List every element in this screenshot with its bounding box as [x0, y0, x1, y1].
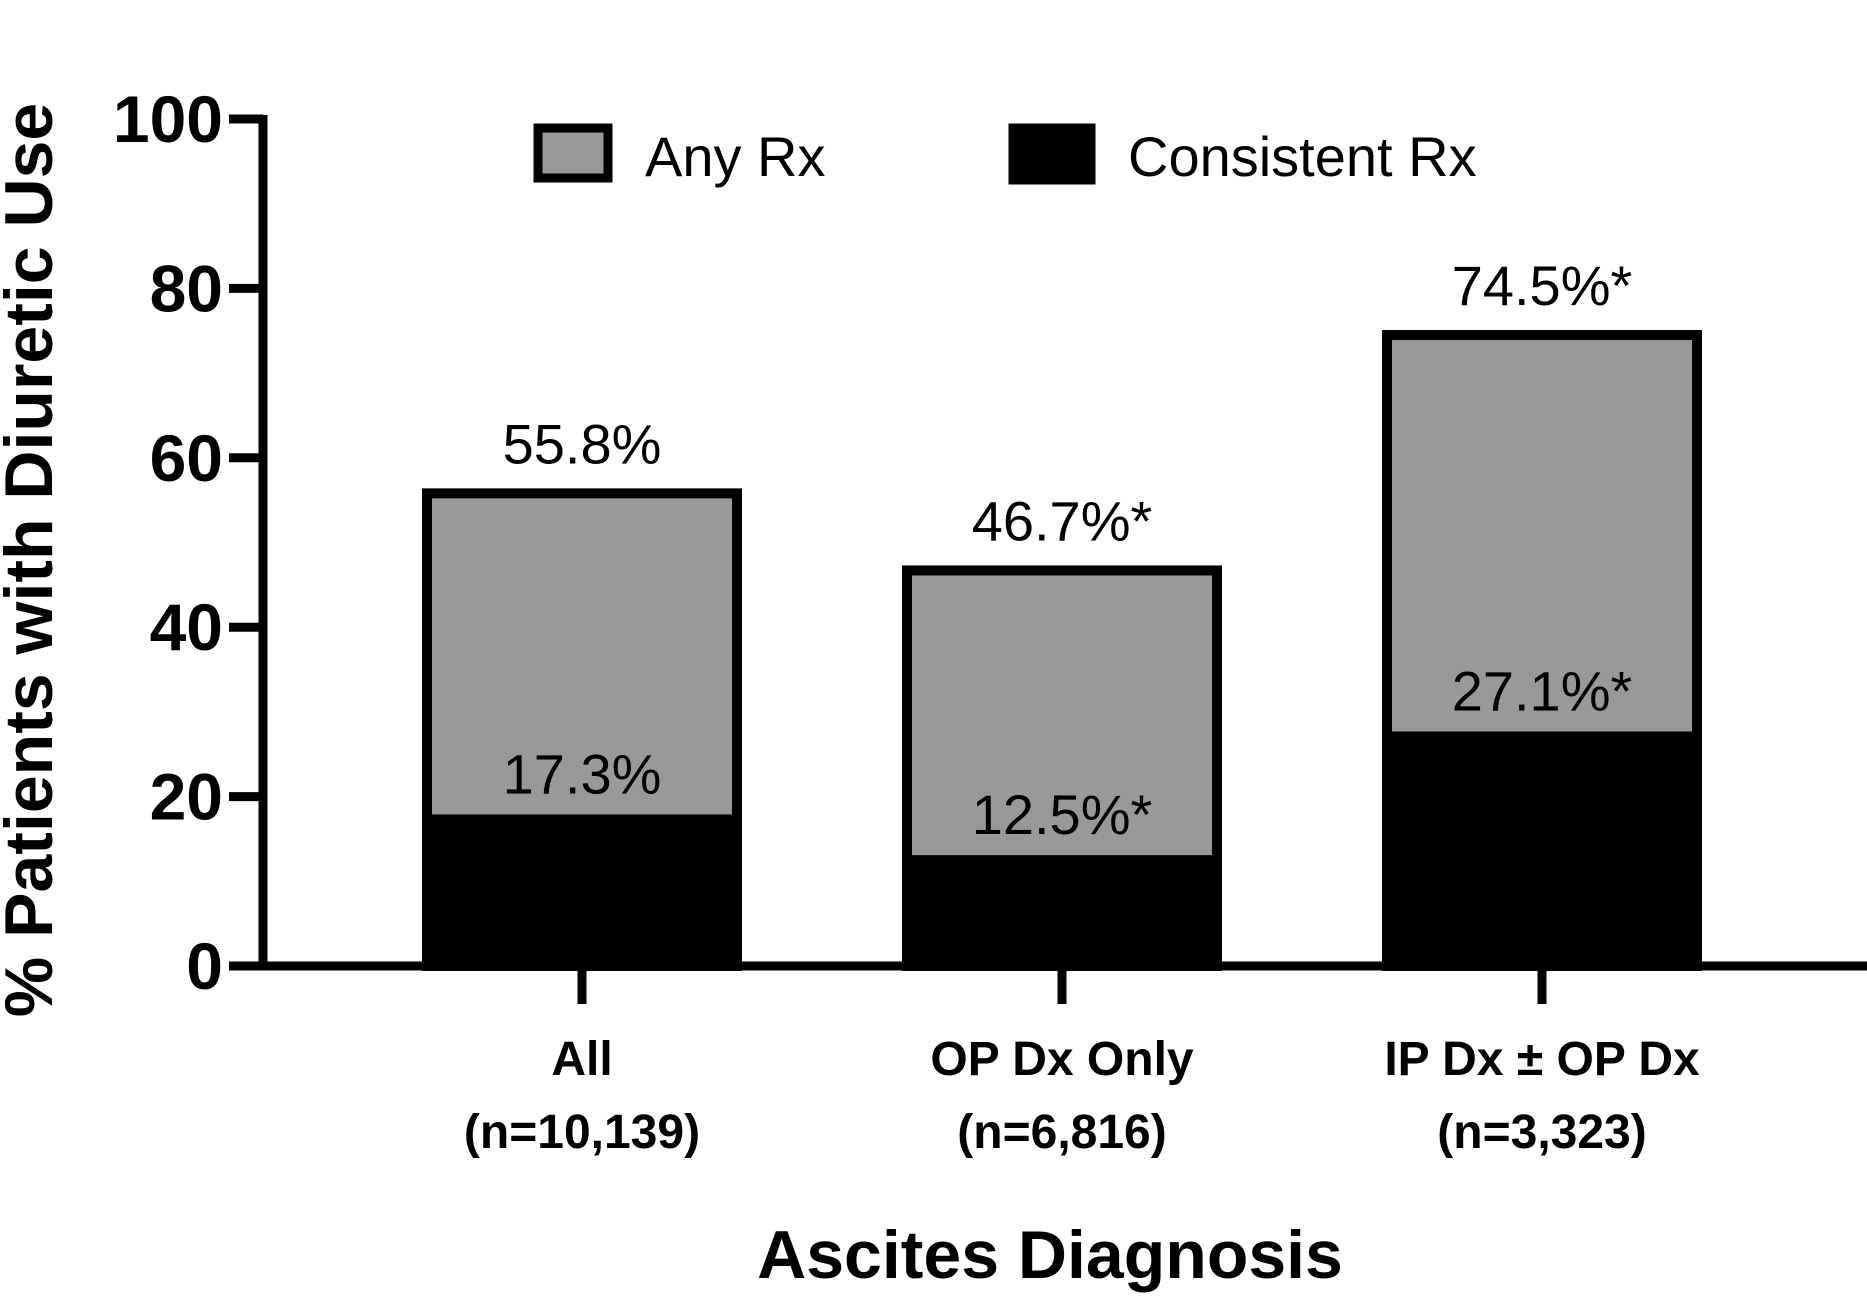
bar-consistent-rx: [1382, 731, 1702, 972]
category-label: OP Dx Only: [930, 1033, 1194, 1086]
category-label: IP Dx ± OP Dx: [1384, 1033, 1700, 1086]
data-label-any-rx: 55.8%: [503, 412, 662, 475]
legend-item-consistent-rx-swatch: [1008, 123, 1096, 185]
bar-consistent-rx: [902, 855, 1222, 971]
legend-item-any-rx-swatch: [533, 123, 613, 183]
x-axis-title: Ascites Diagnosis: [757, 1217, 1343, 1293]
data-label-consistent-rx: 17.3%: [503, 742, 662, 805]
y-tick-label: 100: [113, 82, 223, 156]
legend-item-consistent-rx-label: Consistent Rx: [1128, 125, 1477, 188]
y-tick-label: 40: [150, 590, 223, 664]
y-ticks-group: 0 20 40 60 80 100: [113, 82, 263, 1003]
category-sample-size: (n=3,323): [1437, 1106, 1646, 1159]
bar-consistent-rx: [422, 814, 742, 971]
data-label-consistent-rx: 12.5%*: [972, 783, 1153, 846]
data-label-any-rx: 46.7%*: [972, 489, 1153, 552]
category-labels-group: All (n=10,139) OP Dx Only (n=6,816) IP Dx ± …: [464, 1033, 1700, 1159]
y-tick-label: 20: [150, 760, 223, 834]
category-label: All: [551, 1033, 612, 1086]
category-sample-size: (n=6,816): [957, 1106, 1166, 1159]
bars-group: [422, 329, 1702, 972]
legend: Any Rx Consistent Rx: [533, 123, 1477, 188]
category-sample-size: (n=10,139): [464, 1106, 700, 1159]
axes-group: [258, 115, 1867, 1004]
y-tick-label: 0: [186, 929, 223, 1003]
legend-item-any-rx-label: Any Rx: [645, 125, 826, 188]
data-label-any-rx: 74.5%*: [1452, 254, 1633, 317]
y-axis-title: % Patients with Diuretic Use: [0, 103, 67, 1017]
data-label-consistent-rx: 27.1%*: [1452, 659, 1633, 722]
y-tick-label: 60: [150, 421, 223, 495]
data-labels-group: 55.8% 17.3% 46.7%* 12.5%* 74.5%* 27.1%*: [503, 254, 1633, 846]
y-tick-label: 80: [150, 251, 223, 325]
